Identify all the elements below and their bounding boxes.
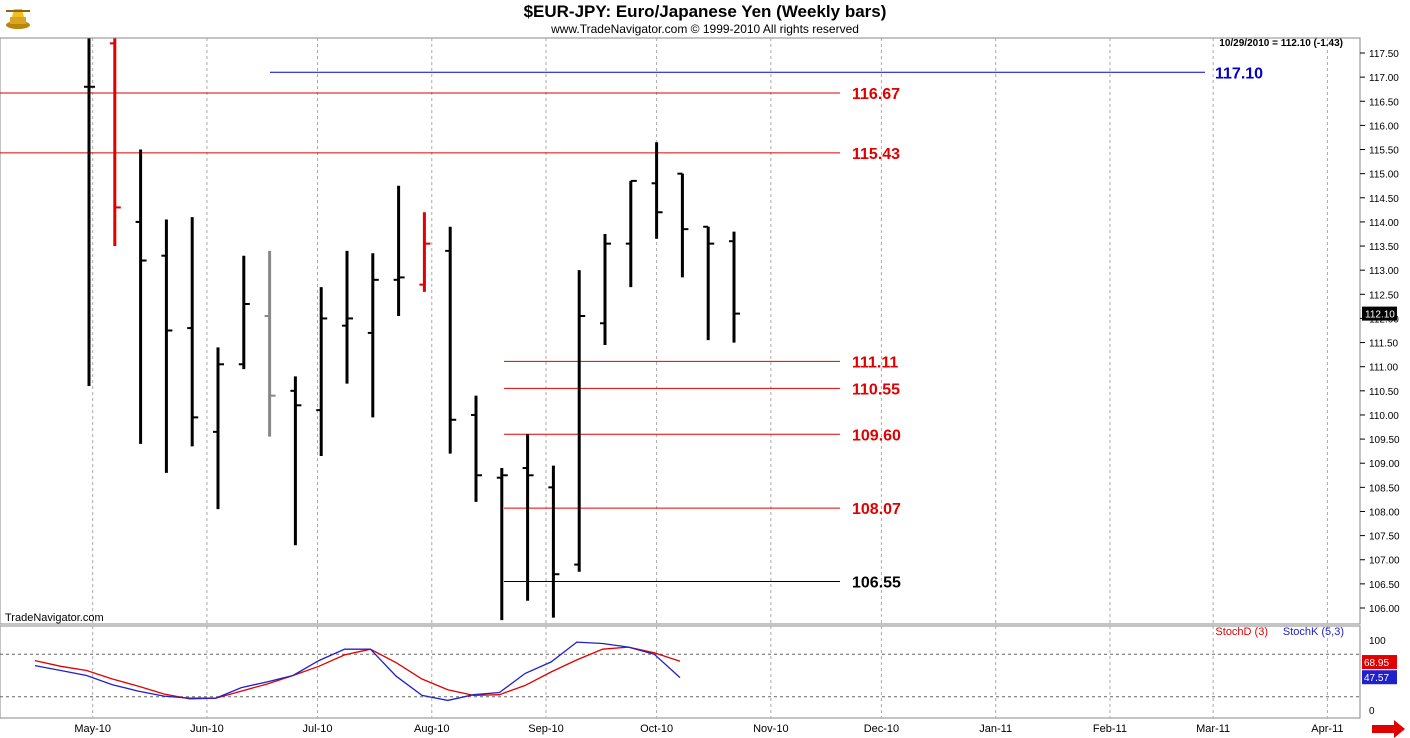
ohlc-bar (238, 255, 250, 370)
price-panel[interactable] (0, 37, 1361, 625)
price-tick-label: 108.50 (1369, 483, 1400, 494)
price-tick-label: 112.50 (1369, 290, 1399, 301)
date-tick-label: Sep-10 (528, 723, 563, 735)
level-label: 111.11 (852, 354, 898, 371)
stochd-line (34, 646, 681, 700)
ohlc-bar (109, 38, 121, 247)
ohlc-bar (419, 212, 431, 292)
price-tick-label: 114.00 (1369, 218, 1399, 229)
price-tick-label: 111.00 (1369, 363, 1399, 374)
last-price-label: 112.10 (1365, 310, 1395, 321)
ohlc-bar (471, 395, 482, 502)
ohlc-bar (548, 465, 560, 618)
date-tick-label: Nov-10 (753, 723, 788, 735)
price-tick-label: 113.50 (1369, 242, 1399, 253)
level-label: 108.07 (852, 501, 901, 518)
ohlc-bar (703, 225, 715, 341)
level-label: 117.10 (1215, 65, 1263, 82)
vertical-gridlines (92, 38, 1328, 718)
price-tick-label: 111.50 (1369, 339, 1399, 350)
stoch-last-box (1362, 670, 1397, 685)
price-readout: 10/29/2010 = 112.10 (-1.43) (1219, 38, 1343, 49)
date-tick-label: Mar-11 (1196, 723, 1230, 735)
price-tick-label: 108.00 (1369, 507, 1400, 518)
price-tick-label: 109.00 (1369, 459, 1400, 470)
stoch-last-box (1362, 655, 1397, 670)
trade-navigator-logo-icon (6, 9, 30, 29)
price-tick-label: 113.00 (1369, 266, 1399, 277)
ohlc-bar (677, 172, 689, 278)
level-label: 115.43 (852, 146, 900, 163)
ohlc-bar (367, 253, 379, 418)
ohlc-bar (213, 347, 224, 510)
price-tick-label: 106.00 (1369, 604, 1400, 615)
price-tick-label: 117.50 (1369, 49, 1399, 60)
date-tick-label: May-10 (74, 723, 111, 735)
price-axis[interactable]: 106.00 106.50 107.00 107.50 108.00 108.50 109.… (1360, 49, 1400, 615)
stochastic-lines: 100 0 68.95 47.57 (0, 636, 1397, 717)
date-tick-label: Oct-10 (640, 723, 673, 735)
ohlc-bar (729, 231, 740, 343)
price-tick-label: 116.50 (1369, 97, 1399, 108)
ohlc-bar (135, 149, 147, 444)
ohlc-bar (522, 434, 534, 601)
ohlc-bar (264, 250, 276, 437)
ohlc-bar (600, 233, 611, 345)
date-tick-label: Jul-10 (303, 723, 333, 735)
price-tick-label: 117.00 (1369, 73, 1399, 84)
stoch-tick-label: 0 (1369, 706, 1375, 717)
ohlc-bars (84, 38, 740, 621)
date-tick-label: Dec-10 (864, 723, 899, 735)
price-tick-label: 114.50 (1369, 194, 1399, 205)
scroll-right-arrow-icon[interactable] (1372, 720, 1406, 738)
ohlc-bar (316, 287, 328, 456)
price-tick-label: 107.50 (1369, 532, 1400, 543)
date-tick-label: Apr-11 (1311, 723, 1343, 735)
ohlc-bar (445, 226, 457, 454)
date-tick-label: Jun-10 (190, 723, 224, 735)
stoch-tick-label: 100 (1369, 636, 1386, 647)
last-price-box (1362, 306, 1397, 321)
ohlc-bar (290, 376, 302, 546)
stochd-legend: StochD (3) (1215, 626, 1268, 638)
date-tick-label: Feb-11 (1093, 723, 1127, 735)
price-tick-label: 109.50 (1369, 435, 1400, 446)
stochastic-panel[interactable] (0, 625, 1361, 719)
chart-header: $EUR-JPY: Euro/Japanese Yen (Weekly bars… (0, 0, 1410, 38)
horizontal-levels: 117.10 116.67 115.43 111.11 110.55 109.60 108.… (0, 65, 1263, 591)
price-tick-label: 115.00 (1369, 170, 1399, 181)
ohlc-bar (342, 250, 353, 384)
ohlc-bar (651, 142, 663, 239)
watermark-label: TradeNavigator.com (5, 612, 104, 624)
level-label: 109.60 (852, 427, 901, 444)
stoch-last-label: 47.57 (1364, 673, 1389, 684)
date-tick-label: Aug-10 (414, 723, 449, 735)
date-tick-label: Jan-11 (979, 723, 1012, 735)
price-tick-label: 106.50 (1369, 580, 1400, 591)
ohlc-bar (574, 270, 586, 572)
ohlc-bar (496, 468, 508, 621)
chart-title: $EUR-JPY: Euro/Japanese Yen (Weekly bars… (523, 2, 887, 21)
level-label: 106.55 (852, 574, 901, 591)
ohlc-bar (393, 185, 405, 317)
ohlc-bar (161, 219, 173, 473)
price-tick-label: 115.50 (1369, 146, 1399, 157)
price-tick-label: 110.00 (1369, 411, 1399, 422)
price-tick-label: 107.00 (1369, 556, 1400, 567)
price-tick-label: 110.50 (1369, 387, 1399, 398)
level-label: 110.55 (852, 381, 900, 398)
level-label: 116.67 (852, 86, 900, 103)
stoch-last-label: 68.95 (1364, 658, 1389, 669)
price-tick-label: 116.00 (1369, 121, 1399, 132)
stochk-line (34, 641, 681, 702)
ohlc-bar (84, 38, 95, 386)
date-axis[interactable]: May-10 Jun-10 Jul-10 Aug-10 Sep-10 Oct-10 Nov-… (74, 723, 1343, 735)
ohlc-bar (625, 179, 637, 288)
ohlc-bar (187, 217, 199, 447)
stochk-legend: StochK (5,3) (1283, 626, 1344, 638)
copyright-subtitle: www.TradeNavigator.com © 1999-2010 All r… (551, 22, 859, 36)
